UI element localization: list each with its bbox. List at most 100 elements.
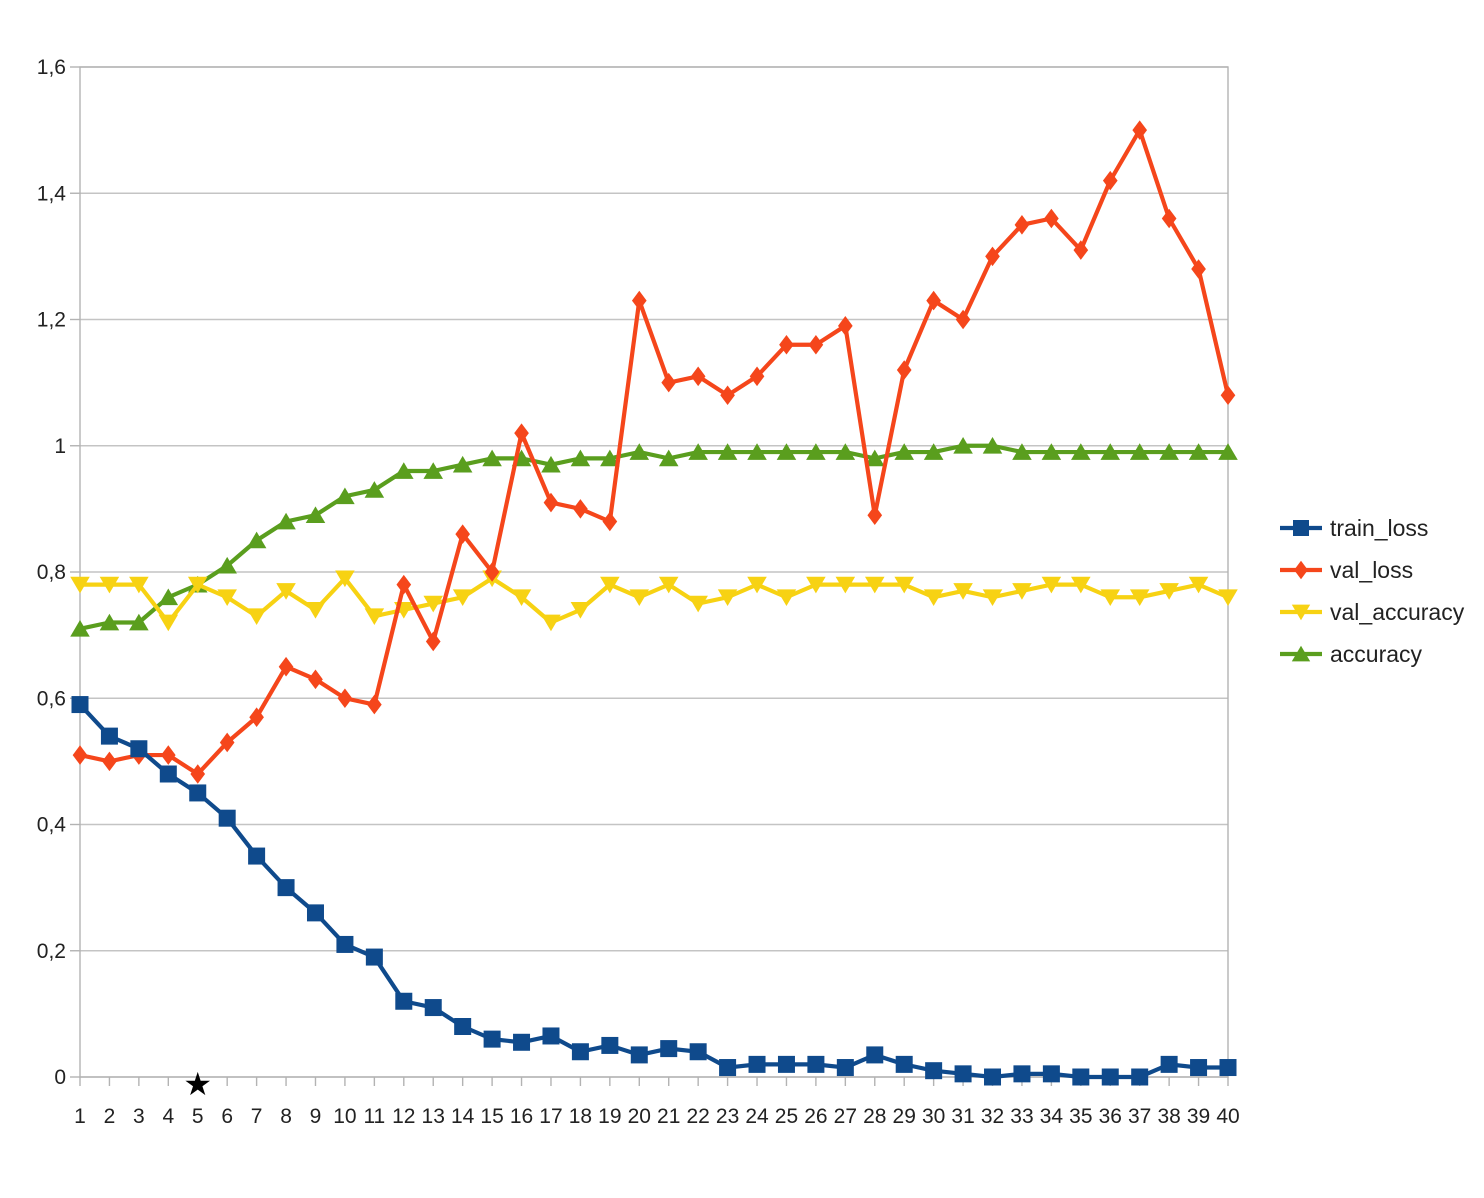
data-point-triangle-down — [511, 589, 532, 607]
data-point-triangle-up — [953, 436, 973, 454]
series-accuracy — [70, 436, 1238, 637]
data-point-square — [100, 727, 118, 745]
y-tick-label: 1,4 — [37, 182, 67, 205]
data-point-triangle-down — [1291, 604, 1311, 621]
data-point-square — [1293, 520, 1309, 536]
data-point-diamond — [367, 694, 382, 715]
x-tick-label: 21 — [657, 1105, 680, 1128]
series-val_accuracy — [70, 570, 1238, 632]
data-point-triangle-down — [1188, 576, 1209, 594]
star-annotation: ★ — [183, 1065, 212, 1103]
data-point-triangle-down — [864, 576, 885, 594]
data-point-triangle-up — [1291, 645, 1311, 662]
data-point-diamond — [102, 751, 117, 772]
data-point-square — [483, 1030, 501, 1048]
data-point-diamond — [690, 366, 706, 387]
data-point-triangle-down — [305, 602, 326, 619]
series-line — [77, 576, 1231, 625]
data-point-square — [777, 1055, 795, 1073]
data-point-triangle-up — [1188, 443, 1209, 460]
data-point-triangle-down — [1100, 589, 1121, 607]
y-tick-label: 0 — [54, 1066, 66, 1089]
data-point-triangle-down — [717, 589, 738, 607]
data-point-diamond — [573, 499, 588, 519]
data-point-square — [954, 1065, 972, 1083]
data-point-diamond — [1073, 240, 1089, 260]
data-point-square — [1013, 1065, 1031, 1083]
data-point-diamond — [190, 764, 206, 784]
data-point-triangle-down — [806, 576, 826, 594]
data-point-square — [159, 765, 177, 783]
data-point-triangle-down — [1218, 589, 1238, 607]
data-point-diamond — [396, 574, 412, 595]
x-tick-label: 18 — [569, 1105, 592, 1128]
data-point-triangle-down — [629, 589, 650, 607]
data-point-square — [1042, 1065, 1060, 1083]
data-point-triangle-down — [688, 595, 708, 613]
data-point-triangle-down — [1041, 576, 1062, 594]
series-train_loss — [71, 696, 1237, 1086]
data-point-diamond — [278, 656, 294, 677]
x-tick-label: 5 — [192, 1105, 204, 1128]
data-point-diamond — [1220, 385, 1236, 406]
data-point-triangle-down — [1159, 583, 1179, 600]
data-point-triangle-up — [217, 556, 237, 574]
data-point-square — [748, 1055, 766, 1073]
data-point-square — [71, 696, 89, 714]
data-point-diamond — [661, 372, 677, 393]
data-point-square — [454, 1018, 472, 1035]
data-point-triangle-down — [99, 576, 120, 594]
x-tick-label: 35 — [1069, 1105, 1092, 1128]
x-tick-label: 19 — [598, 1105, 621, 1128]
data-point-triangle-down — [923, 589, 944, 607]
x-tick-label: 30 — [922, 1105, 945, 1128]
legend-label: train_loss — [1330, 515, 1428, 541]
x-tick-label: 26 — [804, 1105, 827, 1128]
data-point-triangle-up — [394, 462, 414, 479]
x-tick-label: 37 — [1128, 1105, 1151, 1128]
data-point-square — [1219, 1059, 1237, 1077]
data-point-triangle-up — [688, 443, 708, 460]
legend-entry: accuracy — [1280, 641, 1423, 667]
x-tick-label: 23 — [716, 1105, 739, 1128]
data-point-square — [1101, 1068, 1119, 1086]
data-point-triangle-down — [335, 570, 355, 588]
data-point-square — [866, 1046, 884, 1064]
data-point-square — [660, 1040, 678, 1058]
data-point-diamond — [720, 385, 735, 406]
data-point-triangle-down — [776, 589, 797, 607]
data-point-diamond — [896, 360, 912, 380]
series-line — [77, 128, 1231, 777]
data-point-triangle-down — [276, 583, 296, 600]
data-point-triangle-up — [806, 443, 826, 460]
data-point-square — [1160, 1055, 1178, 1073]
data-point-square — [218, 809, 236, 827]
data-point-square — [601, 1036, 619, 1054]
series-line — [77, 443, 1231, 631]
x-tick-label: 1 — [74, 1105, 86, 1128]
data-point-diamond — [867, 505, 883, 525]
data-point-square — [719, 1059, 737, 1077]
x-tick-label: 33 — [1010, 1105, 1033, 1128]
data-point-triangle-up — [70, 620, 90, 637]
y-tick-label: 0,8 — [37, 561, 66, 584]
data-point-triangle-up — [276, 512, 296, 530]
data-point-triangle-up — [894, 443, 914, 460]
data-point-square — [130, 740, 148, 758]
data-point-diamond — [455, 524, 470, 544]
x-tick-label: 14 — [451, 1105, 475, 1128]
data-point-square — [542, 1027, 560, 1045]
data-point-diamond — [484, 562, 500, 582]
y-tick-label: 0,2 — [37, 940, 66, 963]
data-point-diamond — [985, 246, 1000, 267]
data-point-square — [189, 784, 207, 802]
x-tick-label: 3 — [133, 1105, 145, 1128]
y-tick-label: 1 — [54, 435, 66, 458]
plot-frame — [79, 66, 1229, 1078]
data-point-triangle-up — [982, 436, 1003, 454]
data-point-square — [277, 879, 295, 897]
data-point-square — [513, 1033, 531, 1051]
data-point-triangle-up — [1071, 443, 1091, 460]
data-point-diamond — [838, 316, 853, 336]
x-tick-label: 24 — [745, 1105, 769, 1128]
